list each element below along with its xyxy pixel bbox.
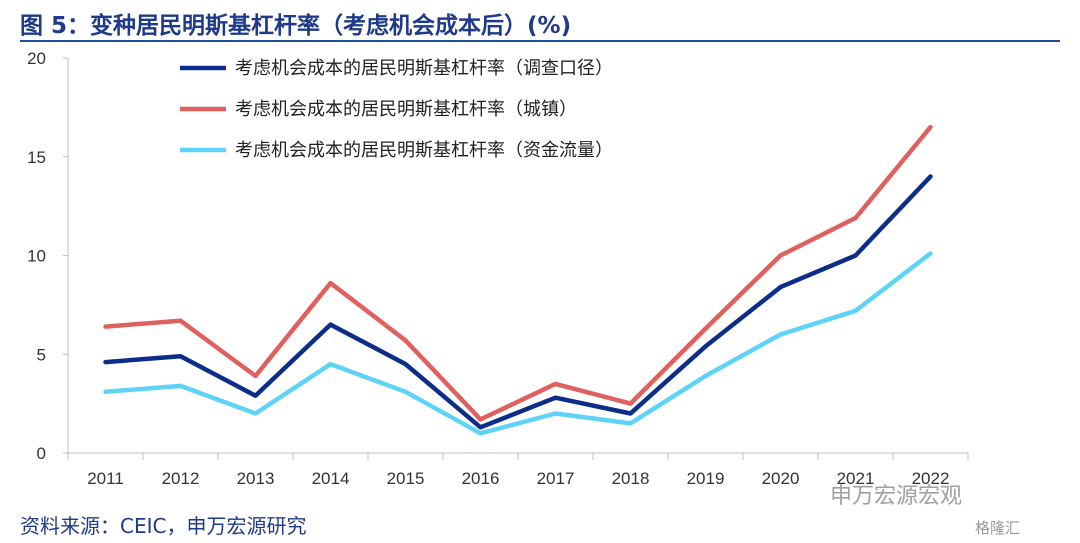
series-line-2 (103, 124, 933, 422)
series-line-1 (103, 174, 933, 430)
x-tick-label: 2012 (162, 469, 200, 488)
y-tick-label: 20 (27, 49, 46, 68)
chart-axes: 0 5 10 15 20 2011 2012 2013 2014 2015 2016 2017 2018… (27, 49, 969, 488)
x-tick-label: 2011 (87, 469, 124, 488)
y-tick-label: 10 (27, 247, 46, 266)
source-note: 资料来源：CEIC，申万宏源研究 (20, 514, 307, 538)
x-tick-label: 2018 (612, 469, 650, 488)
x-tick-label: 2015 (387, 469, 425, 488)
y-tick-label: 15 (27, 148, 46, 167)
x-tick-label: 2016 (462, 469, 500, 488)
corner-watermark: 格隆汇 (975, 519, 1021, 537)
chart-legend: 考虑机会成本的居民明斯基杠杆率（调查口径） 考虑机会成本的居民明斯基杠杆率（城镇）… (180, 58, 613, 161)
x-tick-label: 2021 (837, 469, 875, 488)
series-line-3 (103, 251, 933, 436)
line-chart: 0 5 10 15 20 2011 2012 2013 2014 2015 2016 2017 2018… (27, 49, 969, 488)
x-tick-label: 2019 (687, 469, 725, 488)
x-tick-label: 2022 (912, 469, 950, 488)
legend-label-2: 考虑机会成本的居民明斯基杠杆率（城镇） (235, 99, 577, 120)
legend-label-3: 考虑机会成本的居民明斯基杠杆率（资金流量） (235, 140, 613, 161)
y-tick-label: 0 (37, 444, 46, 463)
y-tick-label: 5 (37, 345, 46, 364)
x-tick-label: 2014 (312, 469, 350, 488)
chart-title: 图 5：变种居民明斯基杠杆率（考虑机会成本后）(%) (20, 13, 572, 39)
x-tick-label: 2020 (762, 469, 800, 488)
x-tick-label: 2013 (237, 469, 275, 488)
x-tick-label: 2017 (537, 469, 575, 488)
watermark-text: 申万宏源宏观 (830, 484, 963, 509)
title-divider (20, 40, 1060, 42)
legend-label-1: 考虑机会成本的居民明斯基杠杆率（调查口径） (235, 58, 613, 79)
chart-series-lines (103, 124, 933, 436)
